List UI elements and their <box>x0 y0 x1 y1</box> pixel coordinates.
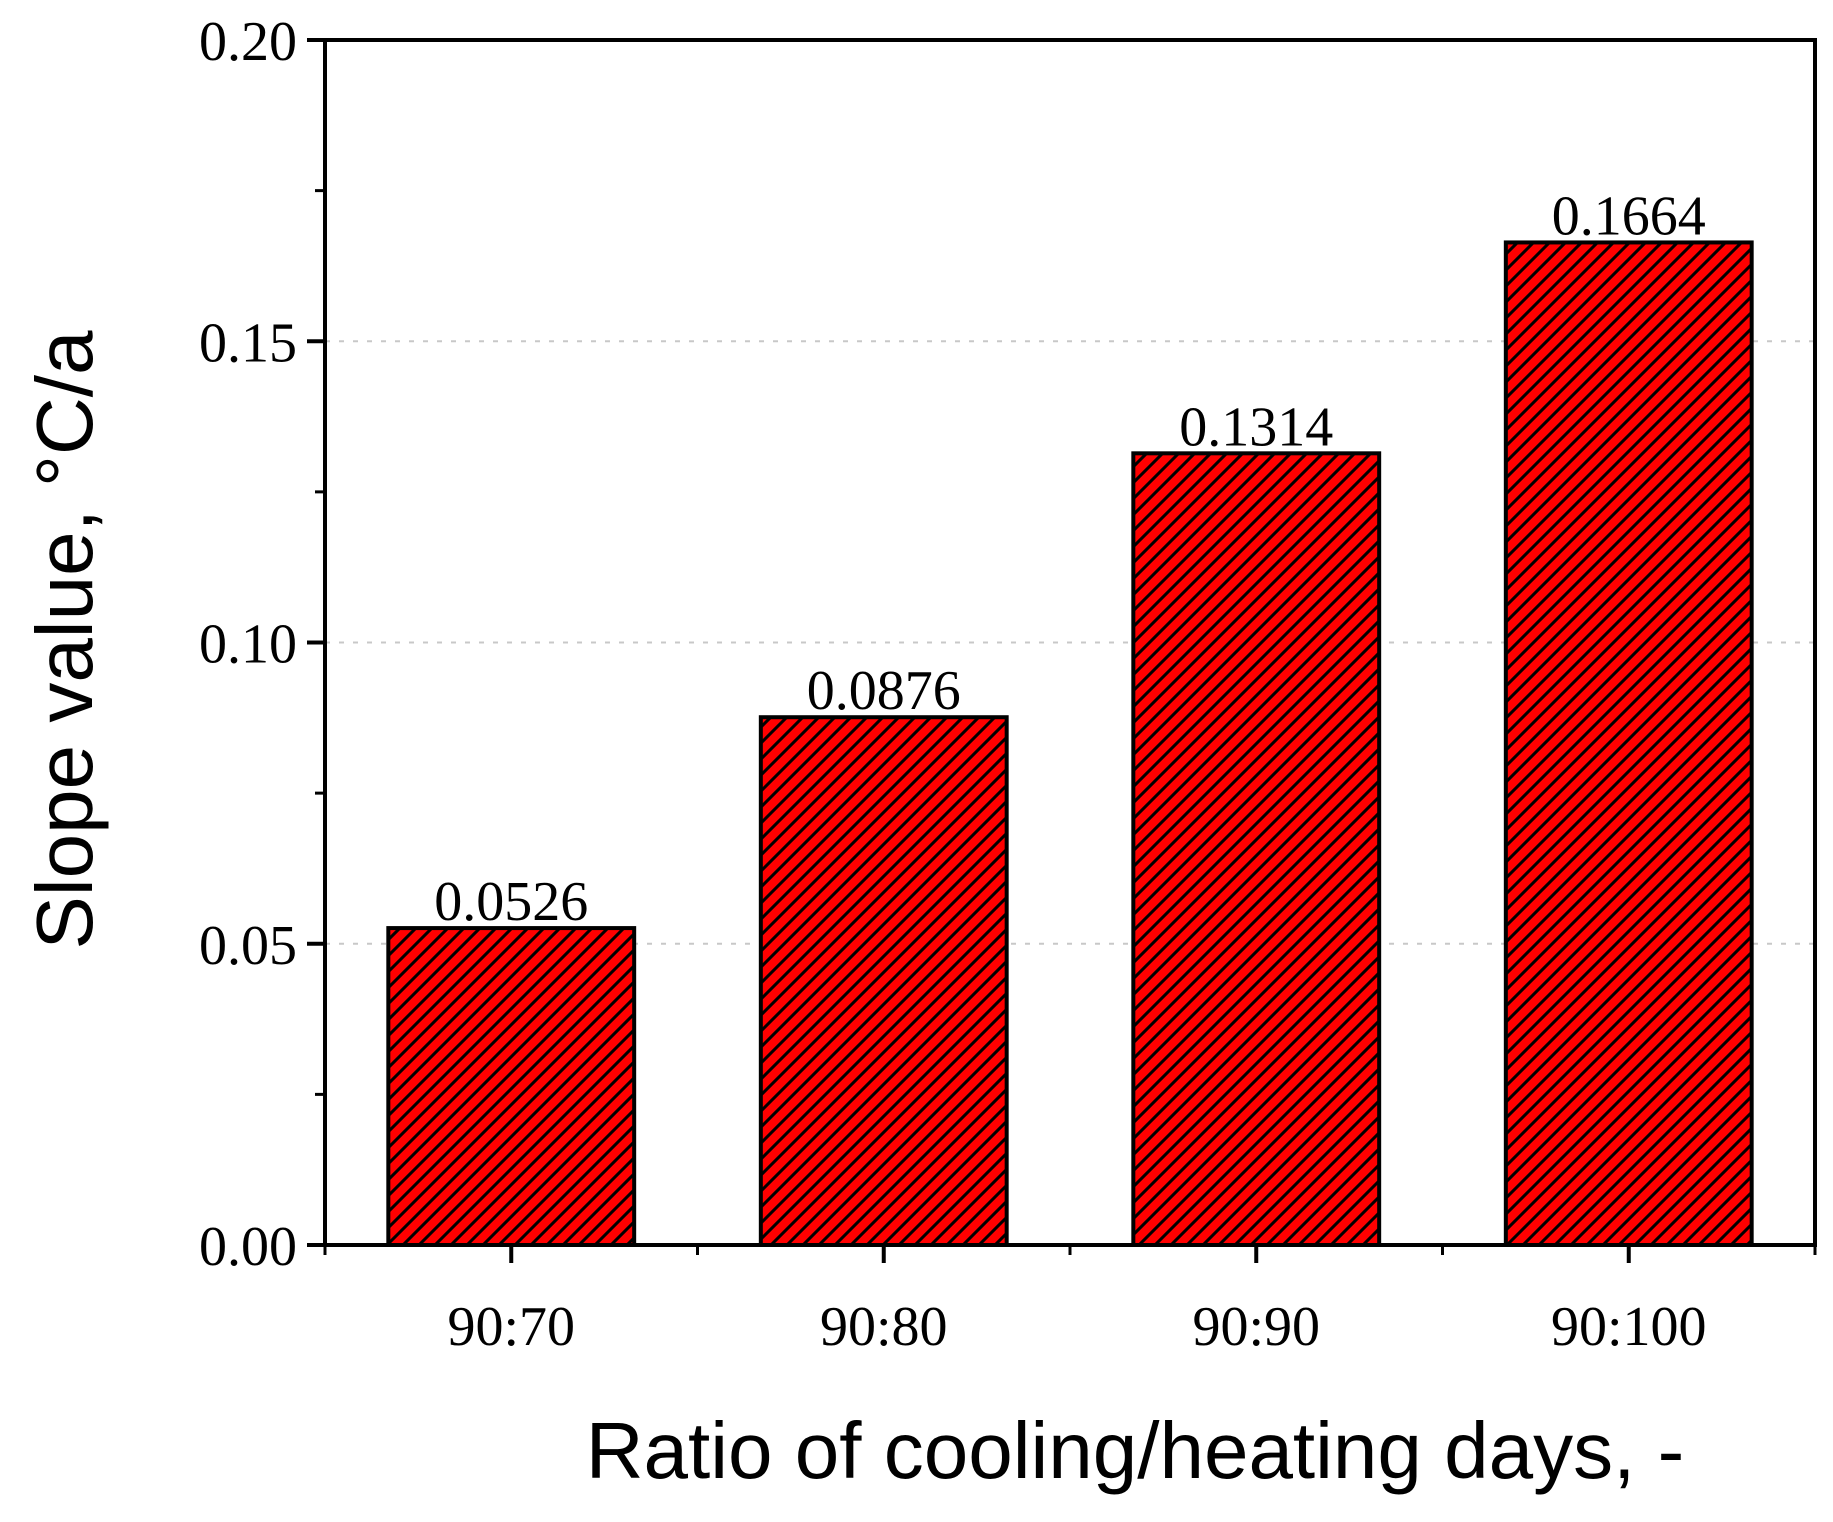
y-tick-label: 0.00 <box>199 1216 297 1278</box>
bars <box>386 240 1754 1248</box>
axes <box>307 38 1817 1263</box>
x-tick-label: 90:80 <box>820 1296 948 1358</box>
x-tick-label: 90:70 <box>447 1296 575 1358</box>
bar-90:80 <box>758 715 1009 1247</box>
y-tick-label: 0.05 <box>199 915 297 977</box>
y-tick-label: 0.10 <box>199 614 297 676</box>
x-tick-label: 90:90 <box>1192 1296 1320 1358</box>
bar-value-label: 0.1314 <box>1179 396 1333 458</box>
x-tick-label: 90:100 <box>1551 1296 1707 1358</box>
bar-value-label: 0.1664 <box>1552 185 1706 247</box>
y-tick-label: 0.15 <box>199 312 297 374</box>
bar-value-label: 0.0876 <box>807 660 961 722</box>
bar-90:90 <box>1131 451 1382 1247</box>
bar-90:70 <box>386 926 637 1248</box>
bar-90:100 <box>1503 240 1754 1247</box>
labels: 0.0526 0.0876 0.1314 0.1664 0.00 0.05 0.10 0.15… <box>199 11 1707 1358</box>
bar-value-label: 0.0526 <box>434 871 588 933</box>
y-axis-title: Slope value, °C/a <box>20 330 109 950</box>
y-tick-label: 0.20 <box>199 11 297 73</box>
grid-lines <box>325 340 1815 945</box>
x-axis-title: Ratio of cooling/heating days, - <box>586 1406 1684 1495</box>
